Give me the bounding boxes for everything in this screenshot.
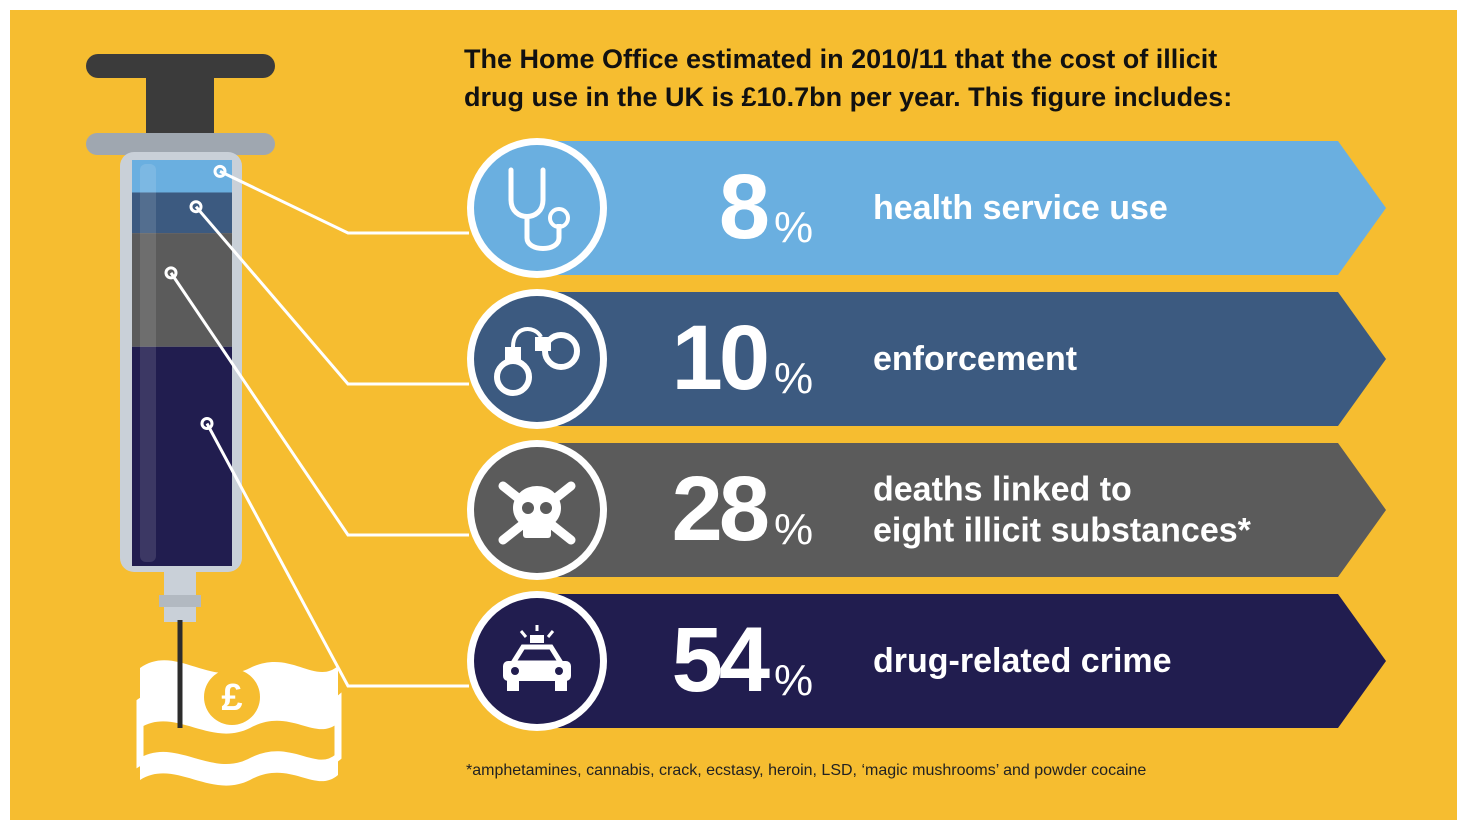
unit-label: % xyxy=(774,203,813,252)
connector-line xyxy=(169,272,469,537)
connector-dot xyxy=(189,200,203,214)
category-label: health service use xyxy=(873,189,1168,227)
unit-label: % xyxy=(774,505,813,554)
police-car-icon xyxy=(503,625,571,691)
handcuffs-icon xyxy=(494,327,580,396)
value-label: 28 xyxy=(672,458,768,560)
chart-bar xyxy=(540,594,1386,728)
connector-dot xyxy=(200,416,214,430)
value-label: 10 xyxy=(672,307,767,409)
icon-circle xyxy=(474,296,600,422)
unit-label: % xyxy=(774,354,813,403)
connector-line xyxy=(194,205,469,386)
syringe-liquid-segments xyxy=(132,160,232,566)
syringe-segment xyxy=(132,160,232,193)
title-line-1: The Home Office estimated in 2010/11 tha… xyxy=(464,44,1218,74)
chart-rows: 8% health service use 10% enforcement 28 % dea… xyxy=(467,138,1386,731)
connector-lines xyxy=(164,164,469,688)
value-label: 8 xyxy=(719,156,768,258)
syringe-hub-ring xyxy=(159,595,201,607)
syringe-glass-highlight xyxy=(140,164,156,562)
svg-text:£: £ xyxy=(221,677,242,719)
chart-row: 10% enforcement xyxy=(467,289,1386,429)
category-label: eight illicit substances* xyxy=(873,512,1252,550)
unit-label: % xyxy=(774,656,813,705)
syringe-segment xyxy=(132,346,232,566)
syringe-plunger-handle xyxy=(86,54,275,78)
connector-dot xyxy=(164,266,178,280)
chart-bar xyxy=(540,292,1386,426)
value-label: 54 xyxy=(672,609,770,711)
infographic-title: The Home Office estimated in 2010/11 tha… xyxy=(464,40,1364,116)
connector-line xyxy=(219,170,469,235)
chart-bar xyxy=(540,141,1386,275)
icon-circle xyxy=(474,145,600,271)
chart-row: 54% drug-related crime xyxy=(467,591,1386,731)
syringe-segment xyxy=(132,192,232,234)
category-label: deaths linked to xyxy=(873,471,1132,509)
title-line-2: drug use in the UK is £10.7bn per year. … xyxy=(464,82,1233,112)
connector-dot xyxy=(213,164,227,178)
connector-line xyxy=(205,422,469,688)
syringe-flange xyxy=(86,133,275,155)
category-label: drug-related crime xyxy=(873,642,1172,680)
chart-bar xyxy=(540,443,1386,577)
chart-row: 8% health service use xyxy=(467,138,1386,278)
footnote: *amphetamines, cannabis, crack, ecstasy,… xyxy=(466,762,1147,779)
syringe-illustration xyxy=(86,54,275,728)
stethoscope-icon xyxy=(508,167,570,251)
skull-crossbones-icon xyxy=(498,481,576,545)
category-label: enforcement xyxy=(873,340,1077,378)
pound-notes-icon: £ xyxy=(136,640,342,786)
syringe-plunger-rod xyxy=(146,74,214,142)
